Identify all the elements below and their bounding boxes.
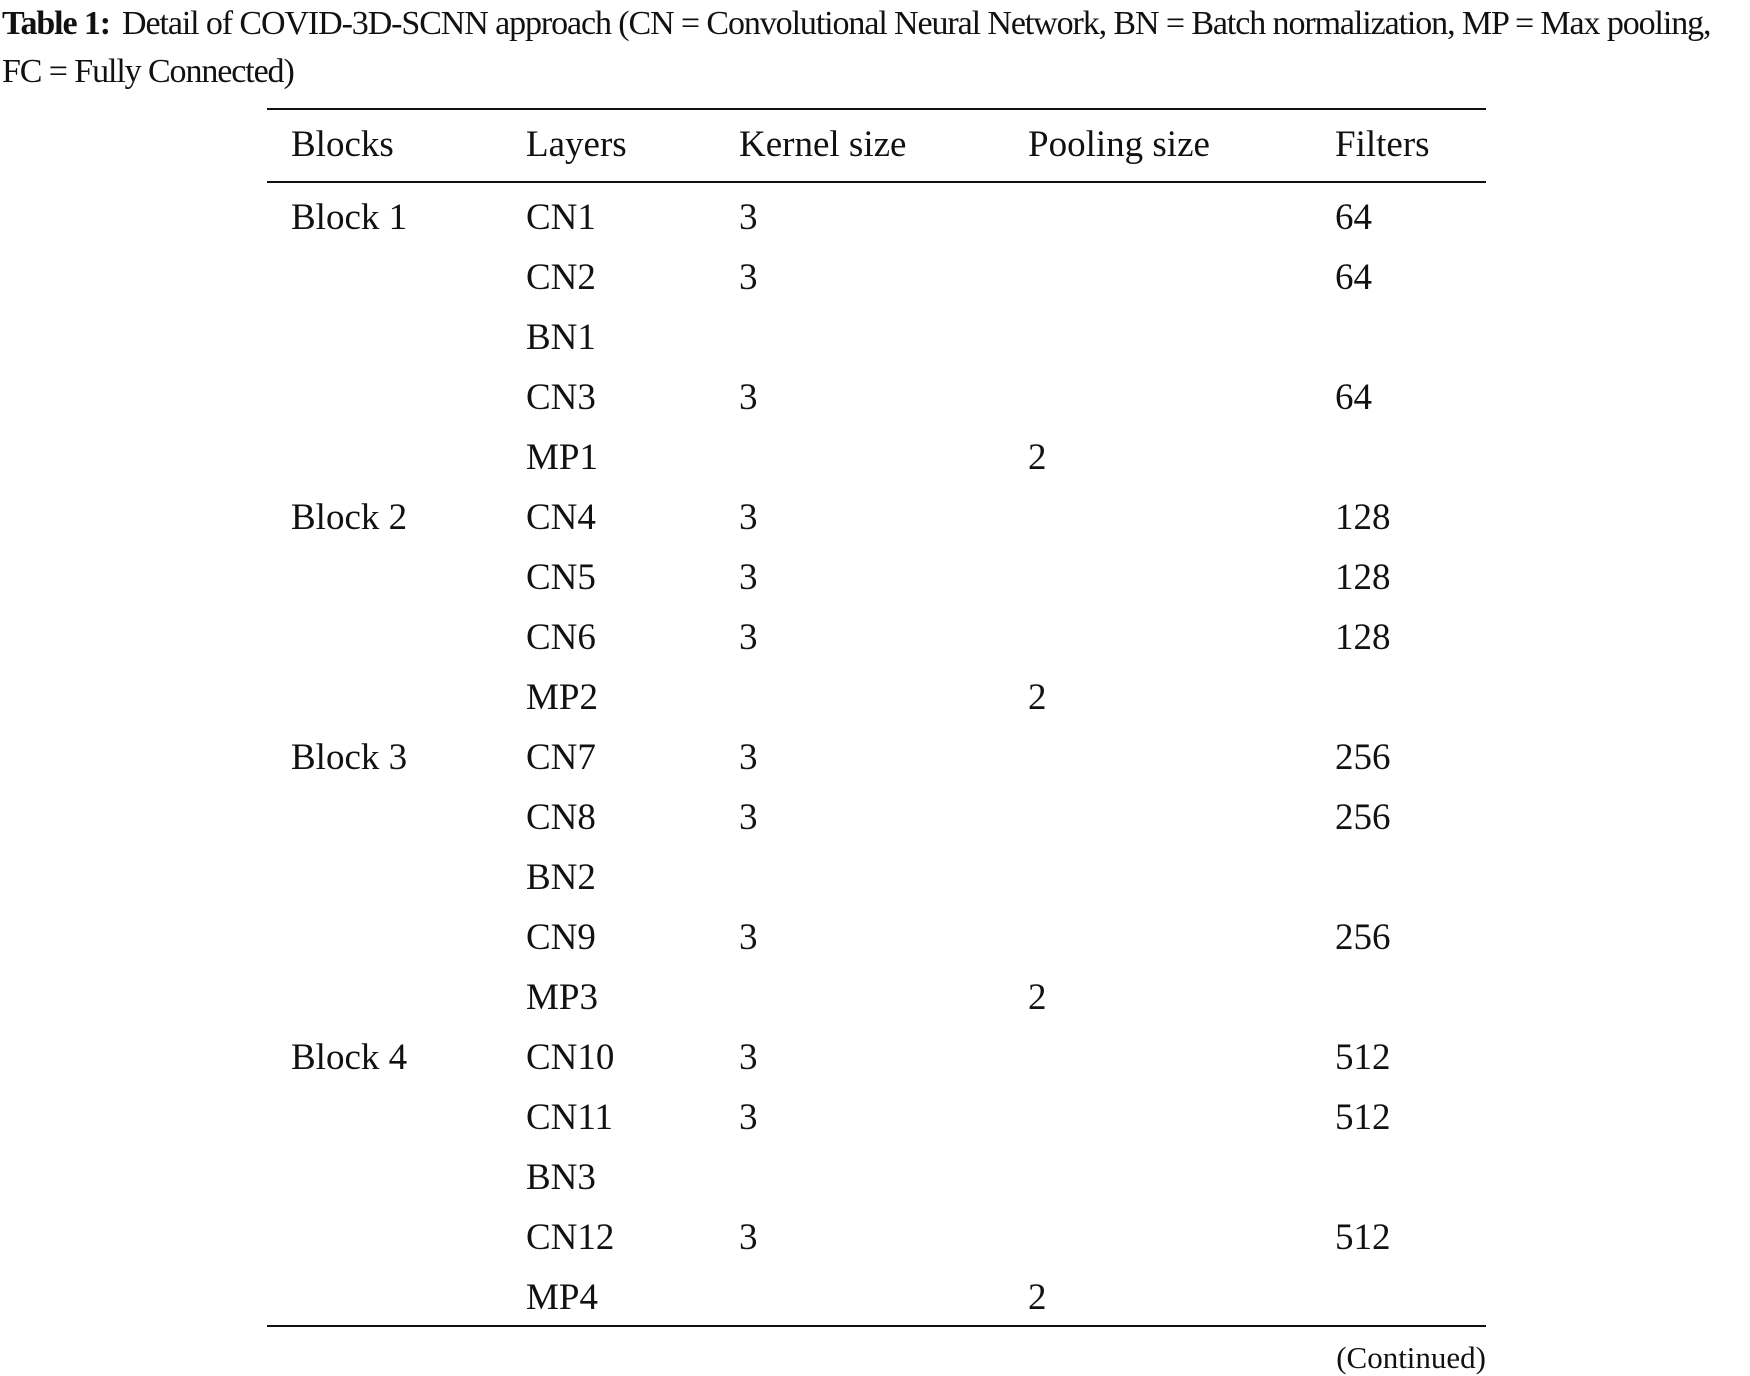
- table-cell: 256: [1335, 737, 1391, 778]
- table-cell: 2: [1028, 977, 1047, 1018]
- table-cell: CN6: [526, 617, 596, 658]
- table-cell: 3: [739, 497, 758, 538]
- table-cell: CN9: [526, 917, 596, 958]
- table-cell: Block 3: [291, 737, 408, 778]
- table-cell: 512: [1335, 1217, 1391, 1258]
- table-cell: 2: [1028, 1277, 1047, 1318]
- table-cell: CN4: [526, 497, 596, 538]
- table-cell: CN8: [526, 797, 596, 838]
- table-cell: BN2: [526, 857, 596, 898]
- table-cell: 64: [1335, 197, 1372, 238]
- table-cell: 2: [1028, 677, 1047, 718]
- table-cell: 3: [739, 917, 758, 958]
- table-cell: 3: [739, 1037, 758, 1078]
- table-cell: 3: [739, 617, 758, 658]
- header-cell: Pooling size: [1028, 124, 1210, 165]
- caption-label: Table 1:: [2, 5, 111, 42]
- table-cell: 512: [1335, 1097, 1391, 1138]
- table-cell: CN12: [526, 1217, 615, 1258]
- top-rule: [267, 108, 1486, 110]
- header-cell: Layers: [526, 124, 627, 165]
- table-cell: 2: [1028, 437, 1047, 478]
- table-cell: MP2: [526, 677, 598, 718]
- table-cell: CN10: [526, 1037, 615, 1078]
- table-cell: MP1: [526, 437, 598, 478]
- table-cell: CN11: [526, 1097, 614, 1138]
- table-cell: Block 2: [291, 497, 408, 538]
- table-cell: 3: [739, 1217, 758, 1258]
- table-cell: 3: [739, 737, 758, 778]
- table-cell: Block 1: [291, 197, 408, 238]
- table-cell: CN5: [526, 557, 596, 598]
- table-cell: 3: [739, 1097, 758, 1138]
- table-cell: 3: [739, 377, 758, 418]
- table-cell: 3: [739, 257, 758, 298]
- header-cell: Blocks: [291, 124, 394, 165]
- table-cell: MP4: [526, 1277, 598, 1318]
- table-caption: Table 1: Detail of COVID-3D-SCNN approach…: [2, 0, 1746, 96]
- table-cell: 3: [739, 797, 758, 838]
- table-cell: 128: [1335, 617, 1391, 658]
- table-cell: 64: [1335, 257, 1372, 298]
- bottom-rule: [267, 1325, 1486, 1327]
- table-cell: CN2: [526, 257, 596, 298]
- header-cell: Filters: [1335, 124, 1430, 165]
- table-cell: BN3: [526, 1157, 596, 1198]
- table-cell: 64: [1335, 377, 1372, 418]
- table-cell: 512: [1335, 1037, 1391, 1078]
- table-cell: MP3: [526, 977, 598, 1018]
- table-cell: CN3: [526, 377, 596, 418]
- table-cell: 256: [1335, 917, 1391, 958]
- table-cell: BN1: [526, 317, 596, 358]
- table-cell: 128: [1335, 557, 1391, 598]
- table-footnote: (Continued): [1336, 1340, 1486, 1375]
- table-cell: 3: [739, 197, 758, 238]
- header-rule: [267, 181, 1486, 183]
- table-cell: Block 4: [291, 1037, 408, 1078]
- table-cell: 256: [1335, 797, 1391, 838]
- table-cell: 3: [739, 557, 758, 598]
- table-cell: CN1: [526, 197, 596, 238]
- table-cell: CN7: [526, 737, 596, 778]
- table-cell: 128: [1335, 497, 1391, 538]
- header-cell: Kernel size: [739, 124, 907, 165]
- caption-text: Detail of COVID-3D-SCNN approach (CN = C…: [2, 5, 1712, 90]
